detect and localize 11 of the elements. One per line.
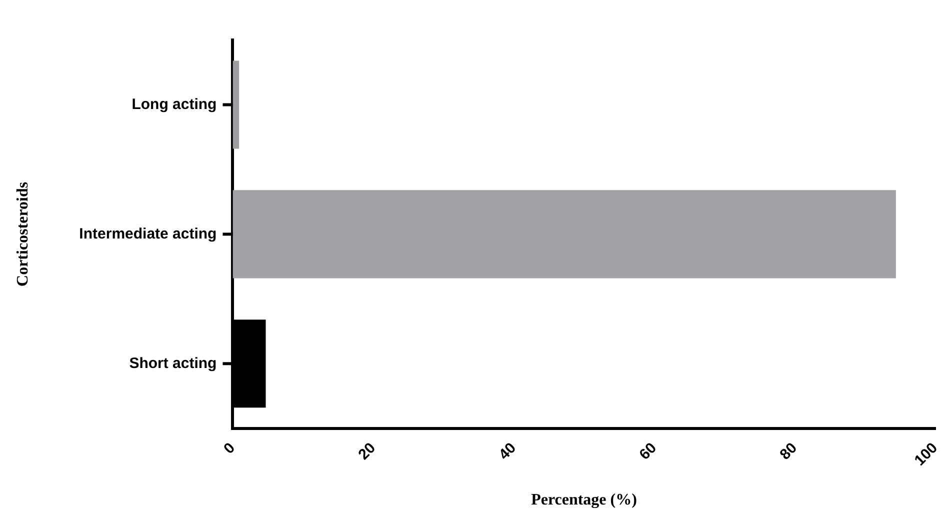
y-tick-label: Long acting [132,96,217,113]
y-axis-title: Corticosteroids [14,182,32,286]
x-tick-label: 40 [496,439,520,464]
x-tick-label: 80 [776,439,801,464]
y-tick-label: Intermediate acting [79,225,217,242]
x-tick-label: 0 [220,439,238,458]
x-axis-title: Percentage (%) [531,492,637,509]
x-tick-label: 60 [636,439,660,464]
x-tick-label: 100 [911,439,942,470]
x-tick-label: 20 [355,439,379,464]
y-tick-label: Short acting [129,354,217,372]
